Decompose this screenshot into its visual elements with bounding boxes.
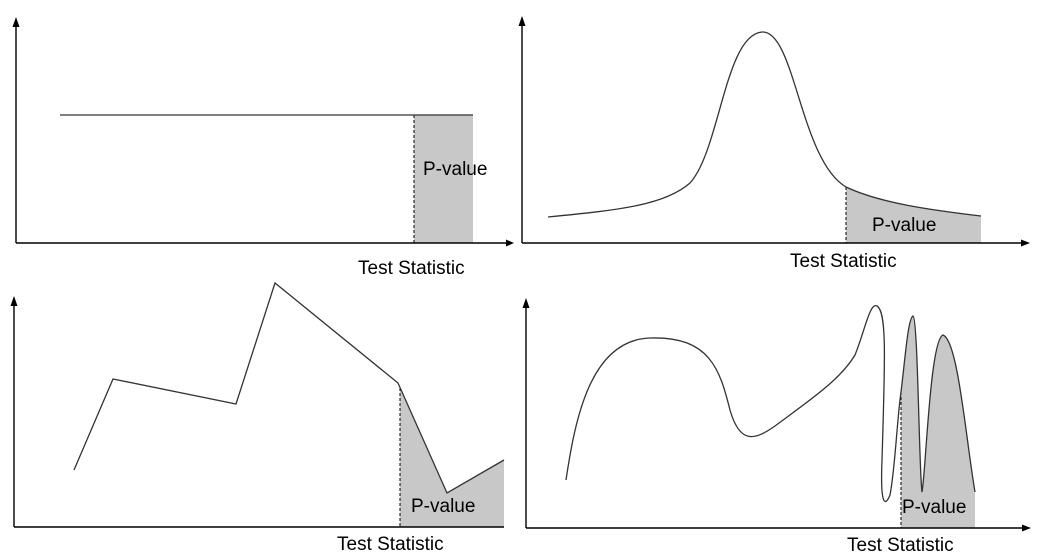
x-axis-label: Test Statistic (337, 534, 444, 555)
p-value-shaded-region (414, 115, 473, 243)
y-axis-arrow (10, 296, 18, 306)
p-value-shaded-region (846, 187, 981, 243)
x-axis-arrow (506, 239, 514, 247)
panel-unimodal: P-value Test Statistic (518, 16, 1030, 272)
y-axis-arrow (518, 16, 526, 26)
panel-multimodal: P-value Test Statistic (522, 298, 1031, 556)
panel-piecewise: P-value Test Statistic (10, 281, 505, 555)
x-axis-label: Test Statistic (358, 258, 465, 279)
x-axis-label: Test Statistic (847, 535, 954, 556)
p-value-label: P-value (872, 215, 936, 236)
p-value-label: P-value (902, 497, 966, 518)
density-curve (73, 281, 505, 494)
y-axis-arrow (522, 298, 530, 308)
density-curve (565, 305, 976, 503)
p-value-label: P-value (411, 496, 475, 517)
p-value-label: P-value (423, 159, 487, 180)
density-curve (547, 31, 982, 218)
p-value-shaded-region (400, 388, 504, 527)
x-axis-label: Test Statistic (790, 251, 897, 272)
panel-uniform: P-value Test Statistic (12, 17, 514, 279)
x-axis-arrow (1022, 524, 1031, 532)
x-axis-arrow (1021, 239, 1030, 247)
y-axis-arrow (12, 17, 20, 27)
